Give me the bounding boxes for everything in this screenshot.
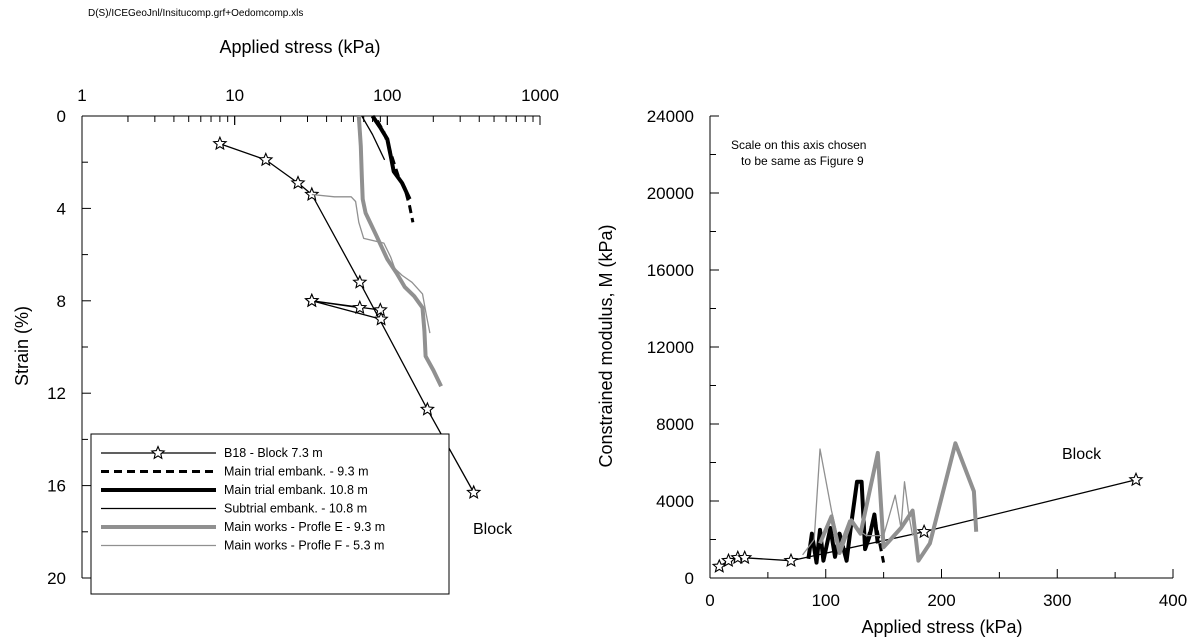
legend-entry-1: Main trial embank. - 9.3 m <box>224 465 369 479</box>
strain-chart-y-tick-label: 12 <box>47 384 66 403</box>
file-path-label: D(S)/ICEGeoJnl/Insitucomp.grf+Oedomcomp.… <box>88 8 304 19</box>
strain-chart-block-annotation: Block <box>473 521 513 538</box>
strain-chart-series-0-point-5 <box>419 401 435 416</box>
modulus-chart-y-tick-label: 0 <box>685 569 694 588</box>
strain-chart-x-tick-label: 10 <box>225 86 244 105</box>
modulus-chart-series <box>711 441 1144 573</box>
strain-chart-series-0-point-1 <box>258 151 274 167</box>
legend-entry-4: Main works - Profle E - 9.3 m <box>224 520 385 534</box>
modulus-chart-series-line-2 <box>859 514 886 563</box>
modulus-chart-block-annotation: Block <box>1062 446 1102 463</box>
strain-chart-series-1-point-1 <box>372 302 388 317</box>
modulus-chart-series-line-3 <box>818 441 979 563</box>
strain-chart-series-0-point-2 <box>290 175 306 190</box>
strain-chart-series-line-3 <box>370 114 412 201</box>
strain-chart-x-axis-title: Applied stress (kPa) <box>219 37 380 57</box>
strain-chart-series-0-point-6 <box>466 484 482 499</box>
strain-chart-series-0-point-0 <box>212 135 228 151</box>
strain-chart-series-0-point-3 <box>304 186 320 201</box>
strain-chart-series <box>212 114 482 499</box>
legend-star-marker <box>150 445 166 460</box>
legend-entry-5: Main works - Profle F - 5.3 m <box>224 539 384 553</box>
legend-entry-3: Subtrial embank. - 10.8 m <box>224 502 367 516</box>
strain-chart-y-tick-label: 20 <box>47 569 66 588</box>
strain-chart-series-1-point-3 <box>304 292 320 308</box>
modulus-chart-y-tick-label: 12000 <box>647 338 694 357</box>
legend-entry-0: B18 - Block 7.3 m <box>224 446 323 460</box>
modulus-chart-y-tick-label: 24000 <box>647 107 694 126</box>
modulus-chart-x-tick-label: 100 <box>812 591 840 610</box>
modulus-chart-series-0-point-0 <box>711 558 727 573</box>
strain-chart: Applied stress (kPa) Strain (%) 1 10 100 10… <box>12 37 559 595</box>
modulus-chart-series-line-0 <box>718 479 1137 568</box>
modulus-chart-y-axis-title: Constrained modulus, M (kPa) <box>596 224 616 467</box>
modulus-chart-series-0-point-1 <box>720 552 737 568</box>
strain-chart-x-tick-label: 100 <box>373 86 401 105</box>
strain-chart-series-0-point-4 <box>352 274 368 289</box>
strain-chart-series-line-6 <box>311 193 431 334</box>
modulus-chart-scale-note-line-2: to be same as Figure 9 <box>741 154 864 168</box>
legend-entry-2: Main trial embank. 10.8 m <box>224 483 368 497</box>
modulus-chart-scale-note-line-1: Scale on this axis chosen <box>731 138 866 152</box>
modulus-chart-x-tick-label: 400 <box>1159 591 1187 610</box>
strain-chart-y-axis-title: Strain (%) <box>12 306 32 386</box>
strain-chart-y-tick-label: 0 <box>57 107 66 126</box>
modulus-chart-series-0-point-5 <box>916 523 932 539</box>
strain-chart-series-1-point-4 <box>352 299 368 315</box>
modulus-chart-x-tick-label: 0 <box>705 591 714 610</box>
modulus-chart-series-0-point-6 <box>1128 471 1144 487</box>
legend-box <box>90 433 450 595</box>
modulus-chart-axes: 0 100 200 300 400040008000120001600020000240… <box>647 107 1187 610</box>
modulus-chart-x-tick-label: 200 <box>927 591 955 610</box>
strain-chart-y-tick-label: 16 <box>47 477 66 496</box>
strain-chart-y-tick-label: 8 <box>57 292 66 311</box>
strain-chart-y-tick-label: 4 <box>57 199 66 218</box>
strain-chart-series-line-5 <box>356 115 443 388</box>
strain-chart-x-tick-label: 1 <box>77 86 86 105</box>
modulus-chart: Applied stress (kPa) Constrained modulus… <box>596 107 1187 637</box>
modulus-chart-y-tick-label: 20000 <box>647 184 694 203</box>
strain-chart-x-tick-label: 1000 <box>521 86 559 105</box>
strain-chart-axes: 1 10 100 1000 0 4 8 12 16 20 <box>47 86 559 588</box>
modulus-chart-y-tick-label: 16000 <box>647 261 694 280</box>
modulus-chart-series-0-point-4 <box>783 552 799 568</box>
modulus-chart-x-tick-label: 300 <box>1043 591 1071 610</box>
modulus-chart-y-tick-label: 4000 <box>656 492 694 511</box>
strain-chart-series-line-4 <box>361 115 386 161</box>
strain-chart-series-1-point-2 <box>373 311 389 326</box>
modulus-chart-series-0-point-3 <box>737 549 753 565</box>
modulus-chart-y-tick-label: 8000 <box>656 415 694 434</box>
legend: B18 - Block 7.3 m Main trial embank. - 9.… <box>90 433 450 595</box>
modulus-chart-x-axis-title: Applied stress (kPa) <box>861 617 1022 637</box>
modulus-chart-series-line-4 <box>802 448 914 556</box>
